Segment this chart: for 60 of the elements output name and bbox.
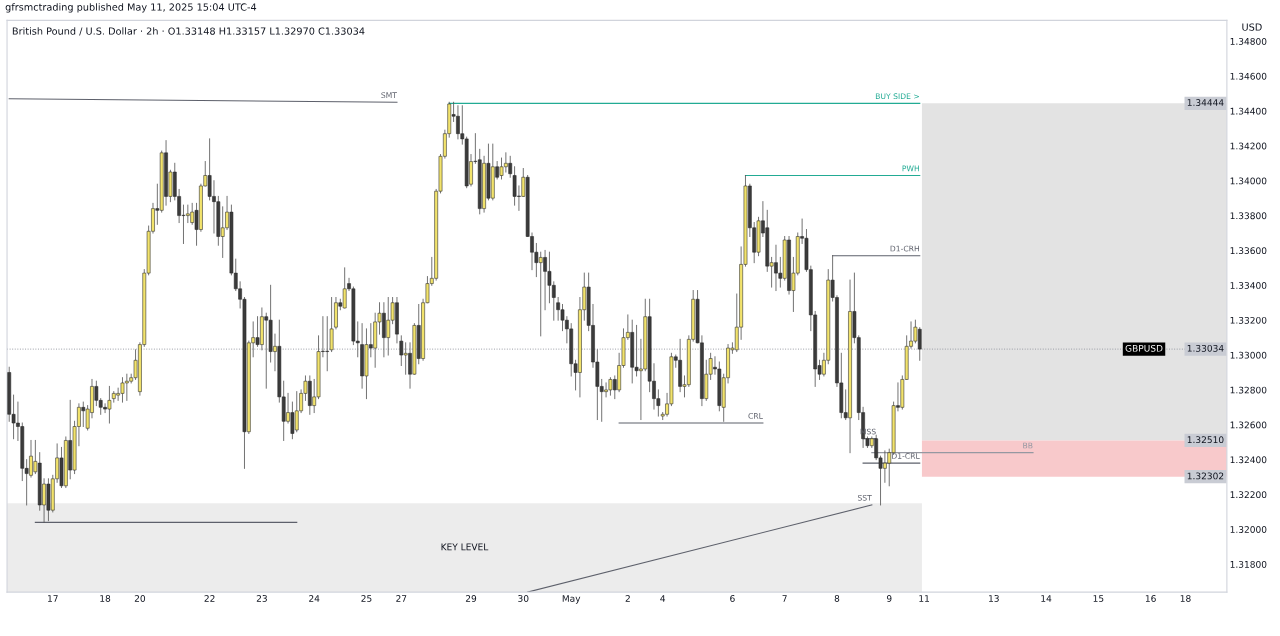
y-tick-label: 1.32400 xyxy=(1230,456,1267,464)
y-tick-label: 1.33800 xyxy=(1230,212,1267,220)
candlestick xyxy=(264,312,269,389)
y-tick-label: 1.34400 xyxy=(1230,107,1267,115)
annotation: 1.33034 xyxy=(1187,344,1224,352)
candlestick xyxy=(294,391,299,433)
y-tick-label: 1.34800 xyxy=(1230,38,1267,45)
candlestick xyxy=(386,297,391,356)
y-tick-label: 1.32800 xyxy=(1230,386,1267,394)
y-axis-title: USD xyxy=(1242,23,1262,31)
x-tick-label: 18 xyxy=(100,595,111,602)
y-tick-label: 1.32000 xyxy=(1230,526,1267,533)
x-tick-label: 15 xyxy=(1093,595,1104,602)
candlestick xyxy=(538,251,543,337)
x-tick-label: 8 xyxy=(834,595,840,602)
x-tick-label: 2 xyxy=(625,595,630,602)
x-tick-label: 30 xyxy=(518,595,529,602)
x-tick-label: 24 xyxy=(309,595,320,602)
x-tick-label: 16 xyxy=(1145,595,1156,602)
candlestick xyxy=(917,327,922,361)
x-tick-label: May xyxy=(562,595,581,604)
x-tick-label: 4 xyxy=(660,595,666,602)
x-tick-label: 23 xyxy=(256,595,267,602)
text: British Pound / U.S. Dollar · 2h · O1.33148 H1.33157 L1.32970 C1.33034 xyxy=(12,27,365,36)
candlestick xyxy=(81,401,86,427)
x-tick-label: 9 xyxy=(886,595,892,602)
x-tick-label: 20 xyxy=(134,595,146,602)
candlestick xyxy=(185,204,190,223)
annotation: 1.32510 xyxy=(1187,436,1224,444)
candlestick xyxy=(120,377,125,403)
chart-subtitle: gfrsmctrading published May 11, 2025 15:04 UTC-4 xyxy=(5,3,257,13)
x-tick-label: 29 xyxy=(465,595,477,602)
y-tick-label: 1.32600 xyxy=(1230,421,1267,429)
y-tick-label: 1.34200 xyxy=(1230,142,1267,150)
candlestick xyxy=(107,386,112,424)
candlestick xyxy=(342,267,347,309)
x-tick-label: 13 xyxy=(989,595,999,602)
y-tick-label: 1.34600 xyxy=(1230,72,1267,80)
x-tick-label: 11 xyxy=(919,595,930,602)
x-tick-label: 27 xyxy=(396,595,407,602)
candlestick xyxy=(325,316,330,372)
x-tick-label: 7 xyxy=(782,595,787,602)
ref-line-label: GBPUSD xyxy=(1125,344,1163,352)
x-tick-label: 25 xyxy=(361,595,372,602)
band-label: KEY LEVEL xyxy=(441,543,489,551)
x-tick-label: 6 xyxy=(730,595,735,602)
candlestick xyxy=(403,342,408,375)
annotation: 1.32302 xyxy=(1187,472,1224,480)
y-tick-label: 1.33200 xyxy=(1230,316,1267,324)
annotation: 1.34444 xyxy=(1187,99,1224,106)
x-tick-label: 14 xyxy=(1041,595,1052,602)
x-tick-label: 22 xyxy=(204,595,215,602)
x-tick-label: 17 xyxy=(48,595,58,602)
x-tick-label: 18 xyxy=(1180,595,1191,602)
y-tick-label: 1.33000 xyxy=(1230,351,1267,359)
y-tick-label: 1.33600 xyxy=(1230,247,1267,255)
y-tick-label: 1.32200 xyxy=(1230,491,1267,499)
y-tick-label: 1.34000 xyxy=(1230,177,1267,185)
y-tick-label: 1.33400 xyxy=(1230,282,1267,289)
y-tick-label: 1.31800 xyxy=(1230,560,1267,568)
